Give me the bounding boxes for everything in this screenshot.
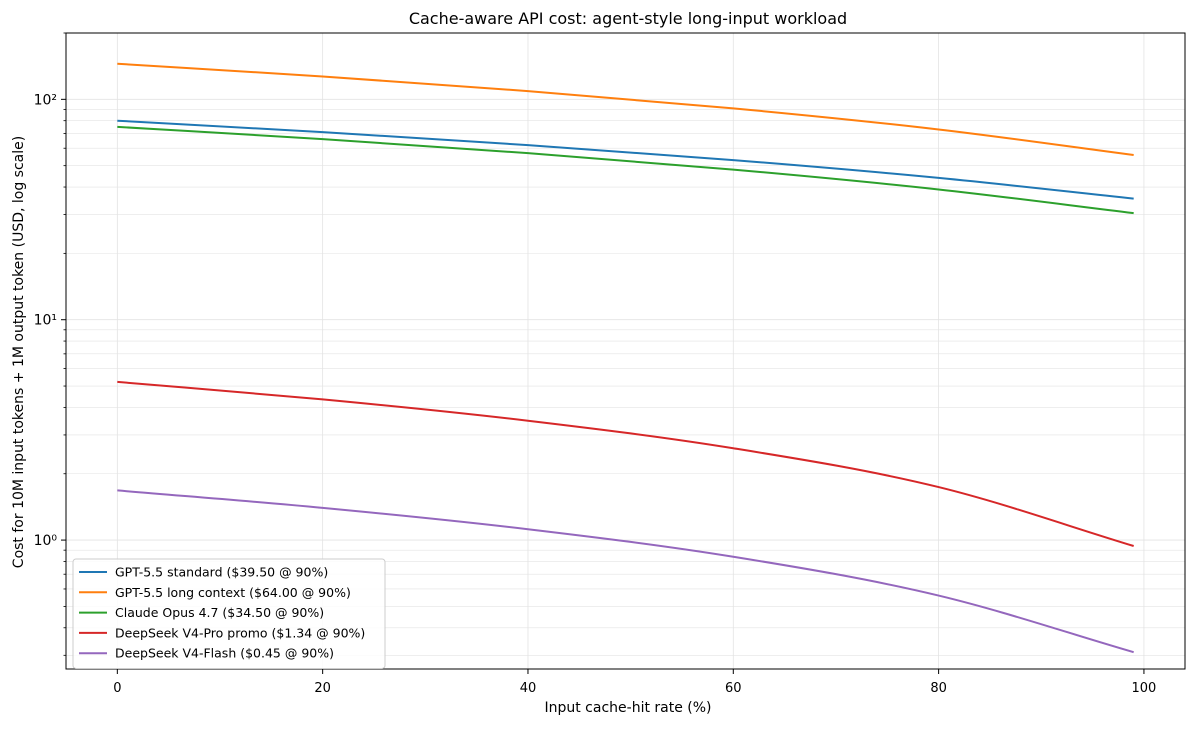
legend-box bbox=[72, 558, 386, 669]
series-lines bbox=[117, 62, 1134, 654]
legend: GPT-5.5 standard ($39.50 @ 90%) GPT-5.5 l… bbox=[72, 558, 386, 669]
series-line-0 bbox=[117, 119, 1134, 200]
legend-label: DeepSeek V4-Pro promo ($1.34 @ 90%) bbox=[115, 625, 365, 640]
chart-title: Cache-aware API cost: agent-style long-i… bbox=[409, 9, 847, 28]
x-tick-label: 100 bbox=[1132, 681, 1157, 696]
series-line-2 bbox=[117, 125, 1134, 215]
y-tick-label: 10⁰ bbox=[34, 533, 58, 549]
legend-label: GPT-5.5 standard ($39.50 @ 90%) bbox=[115, 565, 328, 580]
y-tick-label: 10¹ bbox=[34, 313, 57, 329]
series-line-4 bbox=[117, 489, 1134, 654]
x-tick-label: 40 bbox=[520, 681, 537, 696]
plot-frame bbox=[65, 32, 1186, 670]
axes: 0 20 40 60 80 100 10⁰ 10¹ 10² bbox=[34, 32, 1186, 696]
x-tick-label: 0 bbox=[113, 681, 121, 696]
series-line-1 bbox=[117, 62, 1134, 156]
y-axis-label: Cost for 10M input tokens + 1M output to… bbox=[11, 136, 27, 568]
x-tick-label: 20 bbox=[314, 681, 331, 696]
series-line-3 bbox=[117, 380, 1134, 547]
x-tick-label: 80 bbox=[930, 681, 947, 696]
legend-label: GPT-5.5 long context ($64.00 @ 90%) bbox=[115, 585, 351, 600]
legend-label: Claude Opus 4.7 ($34.50 @ 90%) bbox=[115, 605, 324, 620]
x-tick-label: 60 bbox=[725, 681, 742, 696]
y-tick-label: 10² bbox=[34, 92, 57, 108]
x-axis-label: Input cache-hit rate (%) bbox=[544, 700, 711, 716]
legend-label: DeepSeek V4-Flash ($0.45 @ 90%) bbox=[115, 646, 334, 661]
